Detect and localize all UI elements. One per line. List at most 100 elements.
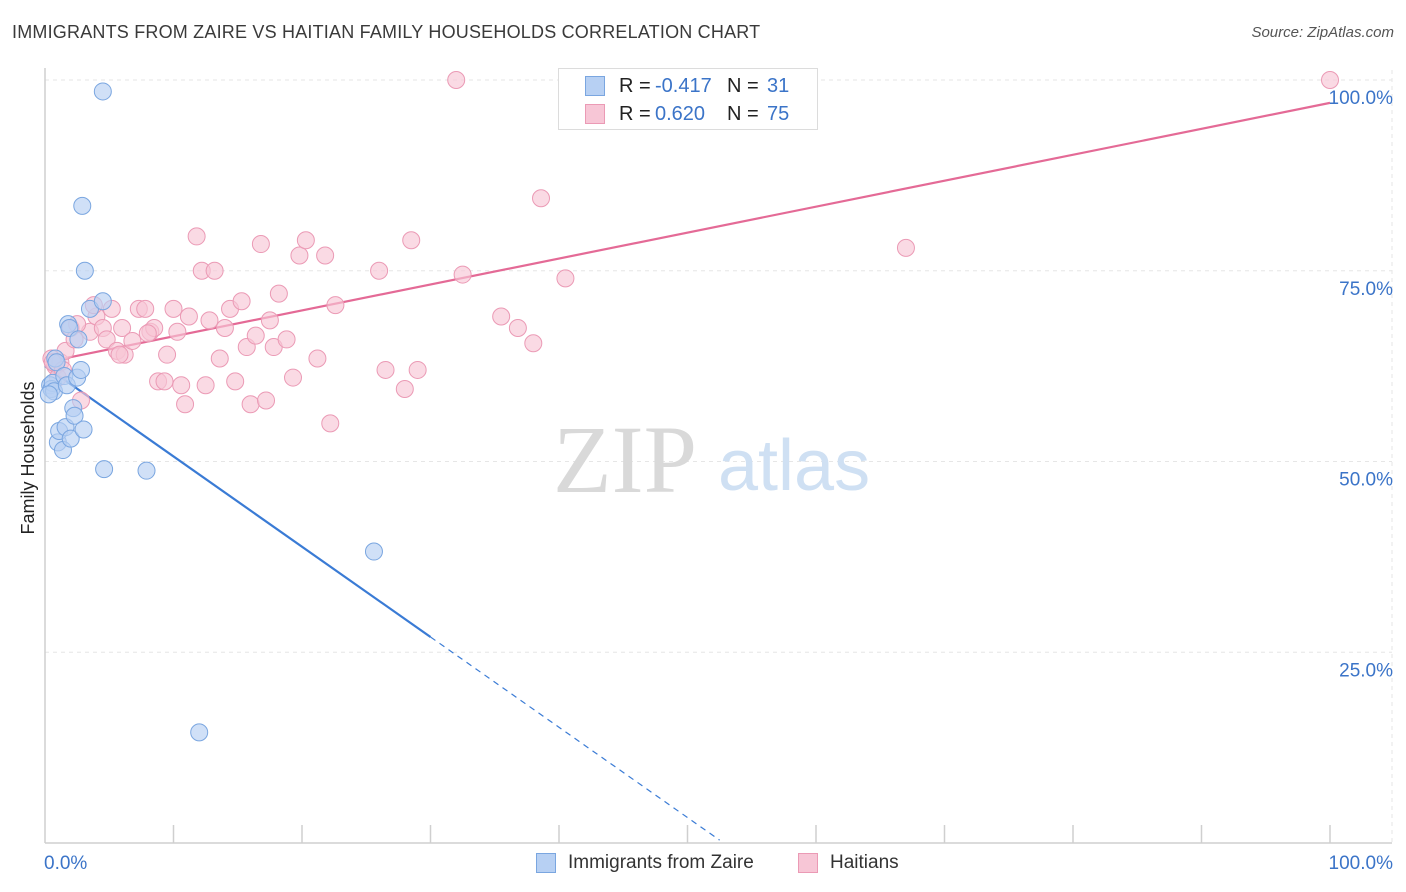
- point-haitian: [164, 299, 183, 318]
- point-zaire: [93, 292, 112, 311]
- point-haitian: [370, 261, 389, 280]
- point-zaire: [47, 353, 66, 372]
- point-haitian: [508, 318, 527, 337]
- legend-r-value: 0.620: [655, 102, 706, 125]
- y-tick-label: 100.0%: [1329, 88, 1394, 109]
- trend-line-zaire-extension: [430, 636, 720, 841]
- point-zaire: [65, 406, 84, 425]
- point-haitian: [260, 311, 279, 330]
- axes: [44, 68, 1392, 844]
- point-haitian: [226, 372, 245, 391]
- legend-n-label: N =: [727, 74, 759, 97]
- point-haitian: [316, 246, 335, 265]
- legend-n-value: 75: [767, 102, 790, 125]
- point-haitian: [196, 376, 215, 395]
- point-zaire: [93, 82, 112, 101]
- point-haitian: [447, 71, 466, 89]
- legend-label-haitians: Haitians: [830, 852, 899, 873]
- point-haitian: [896, 238, 915, 257]
- trend-lines: [44, 101, 1331, 841]
- point-zaire: [61, 429, 80, 448]
- point-haitian: [200, 311, 219, 330]
- legend-r-label: R =: [619, 74, 651, 97]
- point-haitian: [1321, 71, 1339, 89]
- point-zaire: [73, 196, 92, 215]
- trend-line-haitians: [44, 101, 1331, 364]
- trend-line-zaire: [44, 365, 432, 638]
- point-haitian: [138, 324, 157, 343]
- point-haitian: [269, 284, 288, 303]
- y-tick-label: 50.0%: [1339, 470, 1393, 491]
- point-haitian: [308, 349, 327, 368]
- legend-swatch-blue: [536, 853, 556, 873]
- legend-r-value: -0.417: [655, 74, 712, 97]
- point-haitian: [492, 307, 511, 326]
- point-haitian: [257, 391, 276, 410]
- legend-row-haitians: R = 0.620 N = 75: [585, 101, 789, 127]
- point-haitian: [158, 345, 177, 364]
- point-haitian: [453, 265, 472, 284]
- source-label: Source: ZipAtlas.com: [1251, 24, 1394, 41]
- x-tick-label: 0.0%: [44, 853, 87, 874]
- point-haitian: [215, 318, 234, 337]
- point-haitian: [110, 345, 129, 364]
- point-haitian: [205, 261, 224, 280]
- legend-label-zaire: Immigrants from Zaire: [568, 852, 754, 873]
- point-zaire: [69, 330, 88, 349]
- point-haitian: [395, 380, 414, 399]
- point-haitian: [408, 360, 427, 379]
- point-zaire: [95, 460, 114, 479]
- stats-legend: R = -0.417 N = 31 R = 0.620 N = 75: [558, 68, 818, 130]
- y-tick-label: 75.0%: [1339, 279, 1393, 300]
- point-haitian: [277, 330, 296, 349]
- point-haitian: [113, 318, 132, 337]
- point-haitian: [210, 349, 229, 368]
- point-haitian: [155, 372, 174, 391]
- point-haitian: [123, 331, 142, 350]
- point-haitian: [136, 299, 155, 318]
- legend-row-zaire: R = -0.417 N = 31: [585, 73, 789, 99]
- data-points: [39, 71, 1339, 742]
- point-haitian: [251, 235, 270, 254]
- legend-item-haitians[interactable]: Haitians: [798, 852, 899, 874]
- point-zaire: [190, 723, 209, 742]
- point-haitian: [187, 227, 206, 246]
- point-zaire: [74, 420, 93, 439]
- point-haitian: [168, 322, 187, 341]
- point-haitian: [232, 292, 251, 311]
- legend-swatch-pink: [798, 853, 818, 873]
- y-tick-label: 25.0%: [1339, 660, 1393, 681]
- point-haitian: [97, 330, 116, 349]
- series-legend: Immigrants from Zaire Haitians: [0, 852, 1406, 878]
- y-axis-label: Family Households: [18, 381, 38, 534]
- point-haitian: [556, 269, 575, 288]
- point-haitian: [179, 307, 198, 326]
- legend-item-zaire[interactable]: Immigrants from Zaire: [536, 852, 754, 874]
- point-zaire: [71, 360, 90, 379]
- point-haitian: [241, 395, 260, 414]
- legend-n-value: 31: [767, 74, 790, 97]
- point-zaire: [137, 461, 156, 480]
- chart-title: IMMIGRANTS FROM ZAIRE VS HAITIAN FAMILY …: [12, 22, 761, 42]
- point-haitian: [290, 246, 309, 265]
- point-haitian: [376, 360, 395, 379]
- point-haitian: [402, 231, 421, 250]
- point-haitian: [284, 368, 303, 387]
- point-haitian: [246, 326, 265, 345]
- x-tick-label: 100.0%: [1329, 853, 1394, 874]
- point-haitian: [532, 189, 551, 208]
- point-haitian: [524, 334, 543, 353]
- point-haitian: [172, 376, 191, 395]
- legend-swatch-blue: [585, 76, 605, 96]
- legend-n-label: N =: [727, 102, 759, 125]
- watermark-atlas: atlas: [718, 426, 870, 506]
- point-zaire: [75, 261, 94, 280]
- grid-lines: [45, 70, 1393, 843]
- legend-r-label: R =: [619, 102, 651, 125]
- point-zaire: [39, 385, 58, 404]
- point-haitian: [296, 231, 315, 250]
- point-haitian: [176, 395, 195, 414]
- point-zaire: [364, 542, 383, 561]
- watermark-zip: ZIP: [553, 406, 697, 513]
